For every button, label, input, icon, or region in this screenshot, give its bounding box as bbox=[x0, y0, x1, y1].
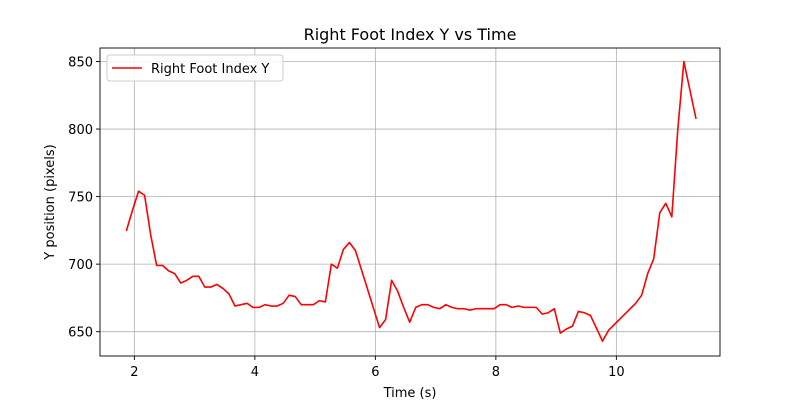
grid bbox=[100, 48, 720, 356]
x-axis-label: Time (s) bbox=[383, 386, 437, 400]
legend-box bbox=[106, 54, 284, 82]
axis-ticks: 2 4 6 8 10 650 700 750 800 850 bbox=[68, 56, 624, 380]
y-tick-label: 650 bbox=[68, 326, 93, 341]
legend-label: Right Foot Index Y bbox=[151, 62, 269, 77]
legend: Right Foot Index Y bbox=[106, 54, 284, 82]
y-tick-label: 700 bbox=[68, 258, 93, 273]
y-tick-label: 750 bbox=[68, 191, 93, 206]
plot-area-frame bbox=[99, 47, 721, 357]
y-tick-label: 850 bbox=[68, 56, 93, 71]
series-layer bbox=[125, 60, 697, 342]
x-tick-label: 10 bbox=[608, 365, 625, 380]
y-tick-label: 800 bbox=[68, 123, 93, 138]
x-tick-label: 8 bbox=[492, 365, 500, 380]
y-axis-label: Y position (pixels) bbox=[43, 144, 58, 260]
chart-title: Right Foot Index Y vs Time bbox=[304, 25, 517, 44]
series-line bbox=[125, 60, 697, 342]
x-tick-label: 6 bbox=[371, 365, 379, 380]
x-tick-label: 4 bbox=[251, 365, 259, 380]
x-tick-label: 2 bbox=[130, 365, 138, 380]
